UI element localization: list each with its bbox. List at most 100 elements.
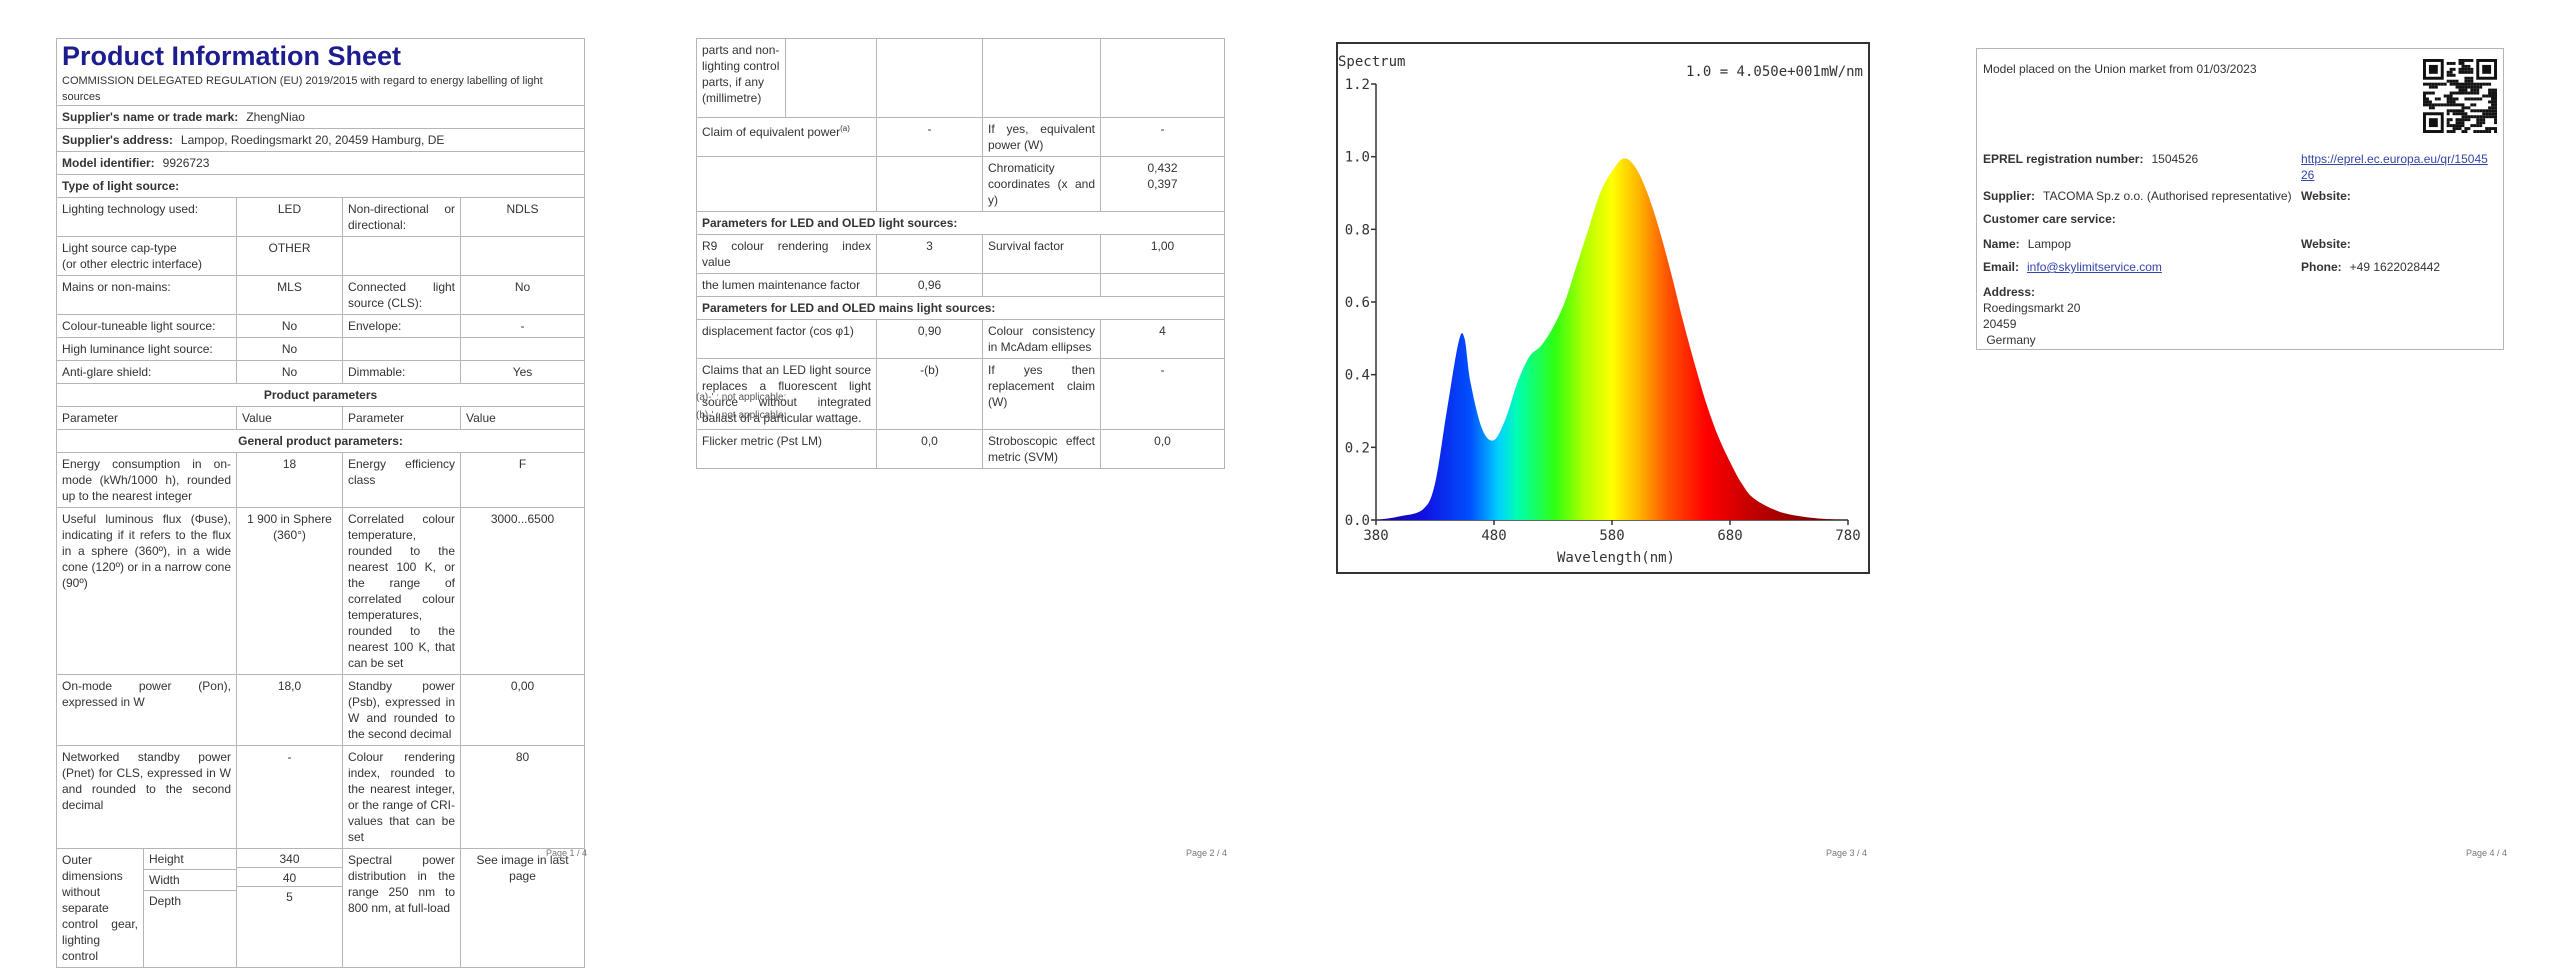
mains-rows-cell: If yes then replacement claim (W) xyxy=(982,358,1101,430)
type-rows-row: Light source cap-type (or other electric… xyxy=(56,236,586,276)
spd-value: See image in last page xyxy=(459,848,586,968)
general-rows-cell: 18 xyxy=(236,452,343,508)
equiv-yes-label: If yes, equivalent power (W) xyxy=(982,117,1101,157)
general-rows-cell: Standby power (Psb), expressed in W and … xyxy=(342,674,461,746)
care-email-row: Email: info@skylimitservice.com xyxy=(1983,260,2162,274)
y-tick-label: 0.8 xyxy=(1345,222,1370,238)
supplier-name-label: Supplier's name or trade mark: xyxy=(62,110,239,124)
general-rows-cell: F xyxy=(459,452,586,508)
address-line-1: Roedingsmarkt 20 xyxy=(1983,301,2081,315)
mains-rows-cell: 0,90 xyxy=(876,319,983,359)
supplier-name: ZhengNiao xyxy=(246,110,305,124)
type-rows-cell: High luminance light source: xyxy=(56,337,237,361)
type-rows-cell: Anti-glare shield: xyxy=(56,360,237,384)
dim-depth-value: 5 xyxy=(286,890,293,904)
type-rows-cell: OTHER xyxy=(236,236,343,276)
type-rows-row: Mains or non-mains: MLS Connected light so… xyxy=(56,275,586,315)
x-tick-label: 480 xyxy=(1481,528,1506,544)
y-tick-label: 0.0 xyxy=(1345,513,1370,529)
type-rows-cell xyxy=(342,337,461,361)
dim-width-value: 40 xyxy=(237,868,342,887)
general-rows-cell: Useful luminous flux (Φuse), indicating … xyxy=(56,507,237,675)
x-axis-label: Wavelength(nm) xyxy=(1557,550,1675,566)
email-link[interactable]: info@skylimitservice.com xyxy=(2027,260,2162,274)
type-rows-cell: Lighting technology used: xyxy=(56,197,237,237)
type-rows-cell: Colour-tuneable light source: xyxy=(56,314,237,338)
dim-depth-label: Depth xyxy=(149,894,182,908)
mains-rows-cell: Flicker metric (Pst LM) xyxy=(696,429,877,469)
website-label: Website: xyxy=(2301,189,2351,203)
x-tick-label: 680 xyxy=(1717,528,1742,544)
spectrum-area xyxy=(1376,158,1848,520)
type-rows-cell: No xyxy=(459,275,586,315)
type-rows-row: Lighting technology used: LED Non-directio… xyxy=(56,197,586,237)
mains-rows-cell: Stroboscopic effect metric (SVM) xyxy=(982,429,1101,469)
type-rows-cell xyxy=(459,337,586,361)
led-rows-cell: 1,00 xyxy=(1100,234,1225,274)
type-rows-cell xyxy=(342,236,461,276)
type-rows-cell: MLS xyxy=(236,275,343,315)
type-rows-cell: Dimmable: xyxy=(342,360,461,384)
type-rows-cell: LED xyxy=(236,197,343,237)
dim-width-label: Width xyxy=(143,869,236,891)
type-rows-row: High luminance light source: No xyxy=(56,337,586,361)
general-rows-row: Energy consumption in on-mode (kWh/1000 … xyxy=(56,452,586,508)
y-tick-label: 0.4 xyxy=(1345,368,1370,384)
general-rows-cell: 0,00 xyxy=(459,674,586,746)
type-rows-cell: Connected light source (CLS): xyxy=(342,275,461,315)
y-tick-label: 1.2 xyxy=(1345,77,1370,93)
general-rows-cell: 80 xyxy=(459,745,586,849)
type-label: Type of light source: xyxy=(55,174,586,198)
type-rows-cell xyxy=(459,236,586,276)
led-rows-cell: 0,96 xyxy=(876,273,983,297)
general-rows-cell: 3000...6500 xyxy=(459,507,586,675)
page-number-1: Page 1 / 4 xyxy=(546,848,588,858)
model-label: Model identifier: xyxy=(62,156,155,170)
led-rows-cell: 3 xyxy=(876,234,983,274)
mains-rows-cell: Claims that an LED light source replaces… xyxy=(696,358,877,430)
y-tick-label: 0.2 xyxy=(1345,440,1370,456)
product-info-table-cont: parts and non-lighting control parts, if… xyxy=(696,38,1225,469)
type-rows-row: Anti-glare shield: No Dimmable: Yes xyxy=(56,360,586,384)
general-rows-cell: Energy consumption in on-mode (kWh/1000 … xyxy=(56,452,237,508)
mains-params-heading: Parameters for LED and OLED mains light … xyxy=(696,296,1225,320)
mains-rows-row: Claims that an LED light source replaces… xyxy=(696,358,1225,430)
product-info-table: Product Information Sheet COMMISSION DEL… xyxy=(55,38,586,968)
type-rows-cell: No xyxy=(236,360,343,384)
led-rows-row: the lumen maintenance factor 0,96 xyxy=(696,273,1225,297)
head-value: Value xyxy=(236,406,343,430)
page-number-4: Page 4 / 4 xyxy=(2466,848,2508,858)
qr-code-icon xyxy=(2423,59,2497,133)
chroma-label: Chromaticity coordinates (x and y) xyxy=(982,156,1101,212)
led-rows-cell xyxy=(982,273,1101,297)
type-rows-cell: Mains or non-mains: xyxy=(56,275,237,315)
dim-height-value: 340 xyxy=(237,850,342,868)
mains-rows-cell: Colour consistency in McAdam ellipses xyxy=(982,319,1101,359)
general-rows-cell: 18,0 xyxy=(236,674,343,746)
supplier-address: Lampop, Roedingsmarkt 20, 20459 Hamburg,… xyxy=(180,133,445,147)
label-card: Model placed on the Union market from 01… xyxy=(1976,48,2504,350)
address-label: Address: xyxy=(1983,285,2036,299)
dims-label-cont: parts and non-lighting control parts, if… xyxy=(698,39,786,117)
page-4: Model placed on the Union market from 01… xyxy=(1976,0,2536,870)
type-rows-cell: Non-directional or directional: xyxy=(342,197,461,237)
equiv-yes-value: - xyxy=(1100,117,1225,157)
model-identifier: 9926723 xyxy=(162,156,210,170)
led-rows-cell xyxy=(1100,273,1225,297)
page-1: Product Information Sheet COMMISSION DEL… xyxy=(55,0,616,968)
page-number-3: Page 3 / 4 xyxy=(1826,848,1868,858)
care-phone-row: Phone: +49 1622028442 xyxy=(2301,260,2441,274)
led-params-heading: Parameters for LED and OLED light source… xyxy=(696,211,1225,235)
general-rows-row: Useful luminous flux (Φuse), indicating … xyxy=(56,507,586,675)
general-rows-cell: Correlated colour temperature, rounded t… xyxy=(342,507,461,675)
led-rows-cell: Survival factor xyxy=(982,234,1101,274)
y-tick-label: 0.6 xyxy=(1345,295,1370,311)
chart-title: Spectrum xyxy=(1338,54,1405,70)
type-rows-cell: NDLS xyxy=(459,197,586,237)
equiv-power-label: Claim of equivalent power(a) xyxy=(696,117,877,157)
general-rows-row: On-mode power (Pon), expressed in W 18,0 S… xyxy=(56,674,586,746)
eprel-link[interactable]: https://eprel.ec.europa.eu/qr/1504526 xyxy=(2301,152,2488,182)
product-params-heading: Product parameters xyxy=(55,383,586,407)
page-number-2: Page 2 / 4 xyxy=(1186,848,1228,858)
care-name-row: Name: Lampop xyxy=(1983,237,2072,251)
